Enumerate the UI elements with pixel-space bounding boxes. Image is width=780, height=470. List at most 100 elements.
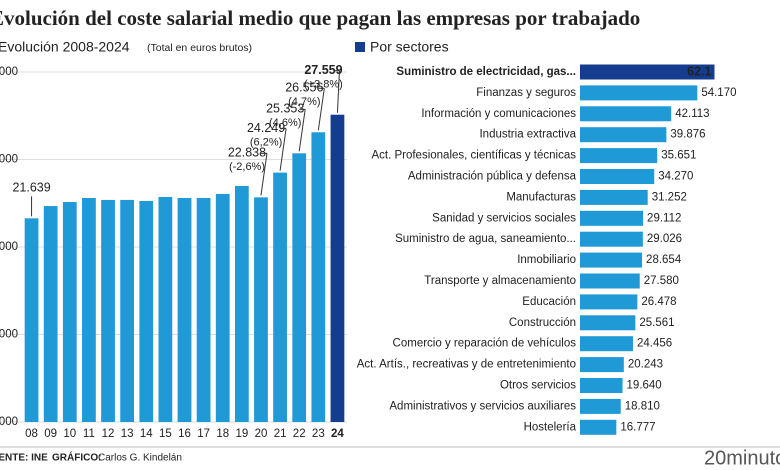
bar (177, 198, 192, 422)
value-label: 18.810 (625, 400, 660, 412)
x-tick-label: 11 (83, 428, 95, 440)
bar (580, 210, 644, 226)
bar (196, 198, 211, 422)
x-tick-label: 24 (331, 428, 344, 440)
category-label: Manufacturas (506, 191, 576, 203)
x-tick-label: 14 (140, 428, 153, 440)
category-label: Información y comunicaciones (421, 108, 576, 120)
x-tick-label: 09 (44, 428, 57, 440)
x-tick-label: 12 (102, 428, 115, 440)
bar (580, 148, 658, 164)
bar (580, 273, 640, 289)
category-label: Comercio y reparación de vehículos (393, 338, 577, 350)
bar (273, 172, 287, 422)
annotation: (4,6%) (269, 117, 301, 129)
bar (580, 85, 698, 101)
value-label: 20.243 (628, 359, 663, 371)
category-label: Suministro de electricidad, gas... (396, 66, 576, 78)
bar (254, 197, 268, 422)
bar (158, 196, 173, 422)
bar (82, 198, 96, 422)
leader (279, 128, 287, 171)
bar (580, 378, 623, 393)
y-tick-label: 25.000 (0, 154, 18, 166)
bar (580, 64, 715, 80)
value-label: 31.252 (652, 191, 687, 203)
bar (580, 169, 655, 184)
bar (580, 189, 648, 205)
x-tick-label: 20 (255, 428, 268, 440)
bar (330, 114, 345, 422)
annotation: (6,2%) (250, 137, 282, 149)
category-label: Finanzas y seguros (476, 87, 576, 99)
value-label: 21.639 (12, 181, 50, 195)
value-label: 26.556 (285, 81, 323, 95)
category-label: Administrativos y servicios auxiliares (389, 400, 576, 412)
leader (298, 109, 306, 152)
x-tick-label: 22 (293, 428, 306, 440)
x-tick-label: 21 (274, 428, 287, 440)
value-label: 27.559 (304, 63, 342, 77)
category-label: Hostelería (524, 421, 577, 433)
bar (580, 336, 633, 352)
bar (292, 153, 307, 422)
category-label: Act. Profesionales, científicas y técnic… (371, 150, 576, 162)
bar (580, 252, 643, 268)
bar (580, 357, 624, 373)
annotation: (4,7%) (288, 96, 320, 108)
brand: 20minuto (704, 447, 780, 469)
bar (580, 294, 638, 310)
leader (336, 70, 340, 113)
value-label: 19.640 (627, 380, 662, 392)
bar (580, 398, 621, 414)
bar (43, 206, 58, 422)
x-tick-label: 17 (197, 428, 210, 440)
category-label: Otros servicios (500, 380, 576, 392)
leader (260, 153, 268, 196)
bar (580, 231, 643, 247)
x-tick-label: 13 (121, 428, 134, 440)
category-label: Educación (522, 296, 576, 308)
bar (580, 127, 667, 143)
value-label: 26.478 (641, 296, 676, 308)
bar (311, 132, 326, 422)
y-tick-label: 20.000 (0, 241, 18, 253)
bar (24, 218, 39, 422)
x-tick-label: 08 (25, 428, 38, 440)
category-label: Transporte y almacenamiento (424, 275, 576, 287)
value-label: 35.651 (661, 150, 696, 162)
category-label: Construcción (509, 317, 576, 329)
bar (101, 199, 115, 422)
value-label: 28.654 (646, 254, 682, 266)
value-label: 29.112 (647, 212, 681, 224)
value-label: 27.580 (644, 275, 679, 287)
value-label: 29.026 (647, 233, 682, 245)
bar (580, 106, 672, 122)
value-label: 42.113 (675, 108, 709, 120)
value-label: 39.876 (670, 129, 705, 141)
bar (139, 200, 154, 422)
category-label: Inmobiliario (517, 254, 576, 266)
bar (580, 419, 617, 435)
category-label: Administración pública y defensa (408, 171, 577, 183)
leader (317, 88, 325, 131)
value-label: 24.456 (637, 338, 672, 350)
value-label: 34.270 (658, 171, 693, 183)
value-label: 62.1 (687, 64, 711, 78)
credit-label: GRÁFICO: (52, 451, 101, 464)
right-title: Por sectores (370, 39, 449, 55)
category-label: Sanidad y servicios sociales (432, 212, 576, 224)
bar (120, 199, 135, 422)
credit: Carlos G. Kindelán (98, 453, 182, 464)
legend-swatch (355, 42, 365, 52)
left-title: Evolución 2008-2024 (0, 39, 130, 55)
value-label: 25.561 (639, 317, 674, 329)
bar (580, 315, 636, 331)
left-subtitle: (Total en euros brutos) (147, 42, 252, 54)
x-tick-label: 18 (216, 428, 229, 440)
x-tick-label: 19 (235, 428, 248, 440)
annotation: (-2,6%) (229, 161, 265, 173)
value-label: 22.838 (228, 146, 266, 160)
x-tick-label: 16 (178, 428, 191, 440)
